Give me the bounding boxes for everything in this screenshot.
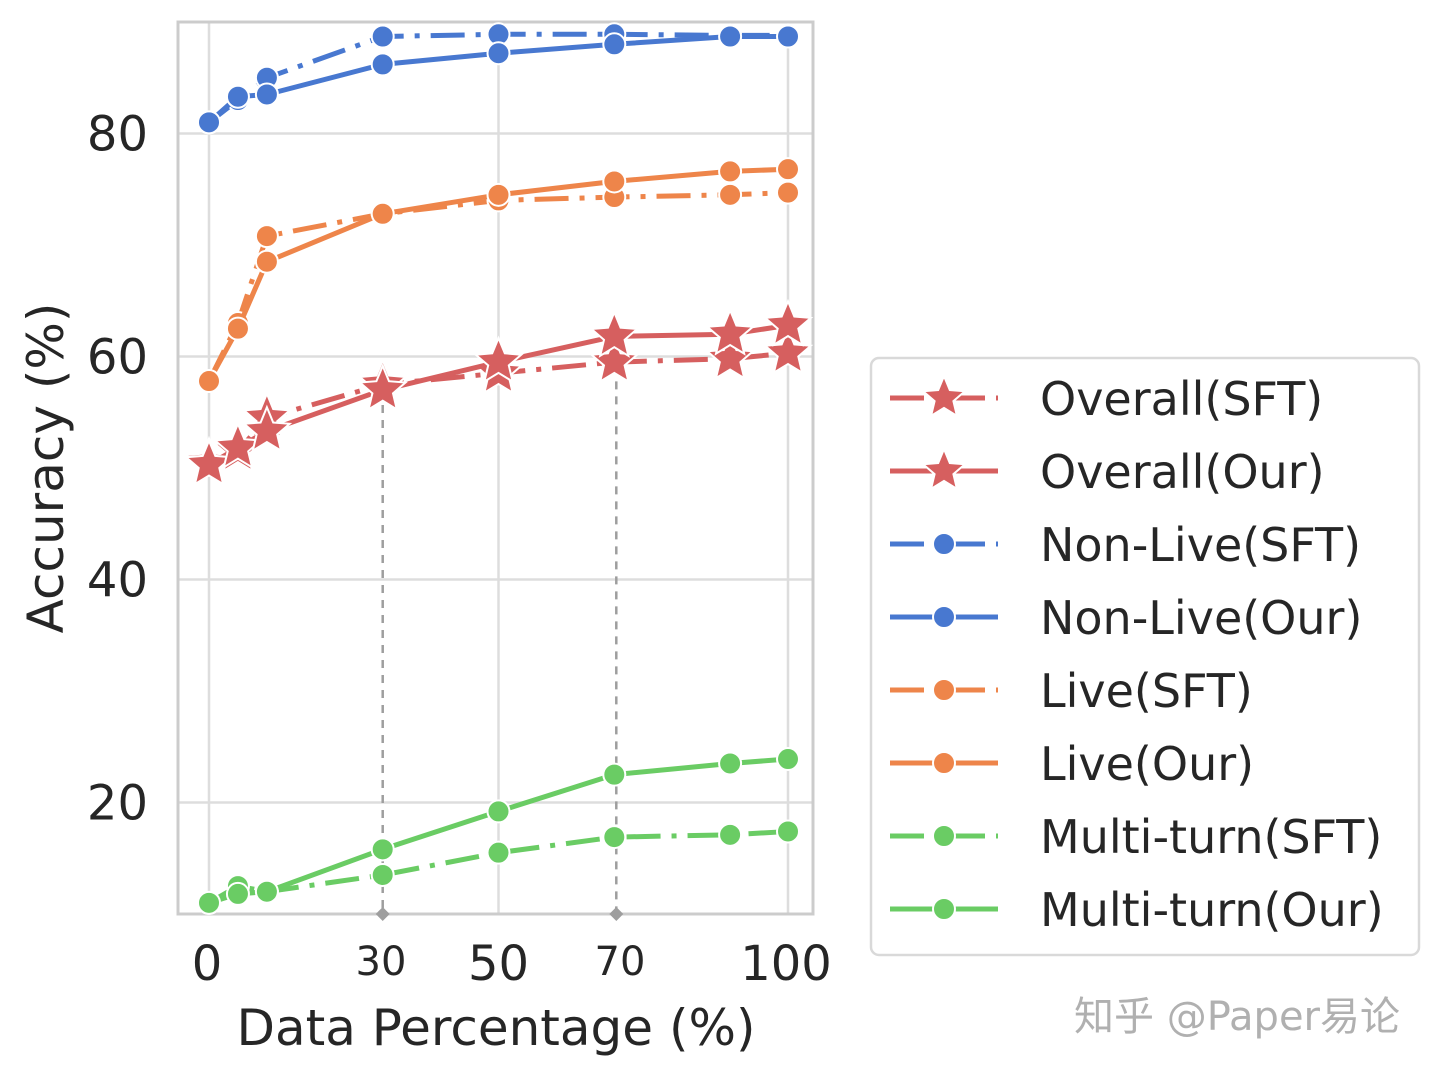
legend-marker bbox=[932, 897, 956, 921]
data-point bbox=[602, 169, 627, 194]
legend-label: Multi-turn(Our) bbox=[1040, 883, 1384, 937]
series-live-our- bbox=[197, 157, 800, 394]
series-line bbox=[206, 166, 789, 383]
data-point bbox=[225, 881, 250, 906]
legend-entry: Multi-turn(SFT) bbox=[890, 810, 1382, 864]
data-point bbox=[370, 837, 395, 862]
x-tick-label: 70 bbox=[595, 939, 646, 985]
legend-frame bbox=[869, 356, 1421, 957]
data-point bbox=[486, 840, 511, 865]
data-point bbox=[762, 326, 814, 375]
data-point bbox=[704, 332, 756, 381]
series-line bbox=[208, 350, 789, 465]
data-point bbox=[370, 862, 395, 887]
legend-label: Overall(Our) bbox=[1040, 445, 1325, 499]
data-point bbox=[254, 224, 279, 249]
data-point bbox=[370, 52, 395, 77]
data-point bbox=[254, 82, 279, 107]
data-point bbox=[776, 180, 800, 205]
legend: Overall(SFT) Overall(Our) Non-Live(SFT) Non… bbox=[869, 356, 1421, 957]
data-point bbox=[225, 316, 250, 341]
legend-label: Live(Our) bbox=[1040, 737, 1254, 791]
series-lines bbox=[183, 22, 814, 915]
data-point bbox=[776, 157, 800, 182]
data-point bbox=[197, 110, 221, 135]
data-point bbox=[602, 32, 627, 57]
data-point bbox=[254, 249, 279, 274]
legend-marker bbox=[932, 678, 956, 702]
data-point bbox=[225, 84, 250, 109]
series-line bbox=[207, 31, 788, 125]
legend-entry: Multi-turn(Our) bbox=[890, 883, 1384, 937]
annotation-diamond bbox=[609, 907, 624, 921]
data-point bbox=[254, 879, 279, 904]
data-point bbox=[776, 24, 800, 49]
data-point bbox=[704, 307, 756, 356]
data-point bbox=[473, 335, 524, 384]
legend-entry: Overall(Our) bbox=[890, 445, 1325, 499]
legend-marker bbox=[920, 373, 968, 418]
y-tick-label: 20 bbox=[87, 776, 148, 832]
series-overall-our- bbox=[183, 298, 814, 487]
plot-frame bbox=[176, 20, 815, 916]
x-tick-label: 0 bbox=[192, 936, 223, 992]
data-point bbox=[357, 363, 408, 412]
data-point bbox=[718, 822, 743, 847]
data-point bbox=[776, 819, 800, 844]
data-point bbox=[602, 762, 627, 787]
x-tick-label: 50 bbox=[468, 936, 529, 992]
legend-marker bbox=[932, 751, 956, 775]
annotation-diamond bbox=[375, 907, 390, 921]
y-tick-label: 60 bbox=[87, 330, 148, 386]
data-point bbox=[718, 751, 743, 776]
legend-label: Multi-turn(SFT) bbox=[1040, 810, 1382, 864]
data-point bbox=[718, 159, 743, 184]
legend-entry: Non-Live(Our) bbox=[890, 591, 1362, 645]
data-point bbox=[602, 825, 627, 850]
legend-entry: Overall(SFT) bbox=[890, 372, 1323, 426]
x-tick-label: 100 bbox=[740, 936, 832, 992]
data-point bbox=[241, 404, 293, 453]
legend-entry: Live(Our) bbox=[890, 737, 1254, 791]
series-multi-turn-our- bbox=[197, 747, 800, 915]
data-point bbox=[718, 24, 743, 49]
x-axis-label: Data Percentage (%) bbox=[237, 999, 756, 1057]
data-point bbox=[589, 335, 640, 384]
legend-marker bbox=[932, 824, 956, 848]
data-point bbox=[718, 182, 743, 207]
legend-entry: Live(SFT) bbox=[890, 664, 1253, 718]
data-point bbox=[370, 24, 395, 49]
x-tick-label: 30 bbox=[356, 939, 407, 985]
legend-entry: Non-Live(SFT) bbox=[890, 518, 1361, 572]
legend-label: Non-Live(Our) bbox=[1040, 591, 1362, 645]
y-axis-label: Accuracy (%) bbox=[17, 303, 75, 634]
legend-label: Live(SFT) bbox=[1040, 664, 1253, 718]
watermark: 知乎 @Paper易论 bbox=[1074, 994, 1400, 1040]
data-point bbox=[197, 890, 221, 915]
data-point bbox=[486, 799, 511, 824]
legend-marker bbox=[932, 532, 956, 556]
legend-label: Overall(SFT) bbox=[1040, 372, 1323, 426]
data-point bbox=[370, 201, 395, 226]
data-point bbox=[197, 369, 221, 394]
grid-lines bbox=[178, 22, 813, 914]
data-point bbox=[589, 309, 640, 358]
series-line bbox=[207, 829, 789, 906]
legend-marker bbox=[932, 605, 956, 629]
data-point bbox=[486, 41, 511, 66]
series-non-live-our- bbox=[197, 24, 800, 135]
series-line bbox=[206, 190, 789, 383]
y-tick-label: 40 bbox=[87, 553, 148, 609]
y-tick-label: 80 bbox=[87, 107, 148, 163]
data-point bbox=[776, 747, 800, 772]
legend-label: Non-Live(SFT) bbox=[1040, 518, 1361, 572]
legend-marker bbox=[920, 446, 968, 491]
data-point bbox=[486, 182, 511, 207]
axis-ticks: 20 40 60 80 0 30 50 70 100 bbox=[87, 107, 832, 993]
data-point bbox=[762, 298, 814, 347]
